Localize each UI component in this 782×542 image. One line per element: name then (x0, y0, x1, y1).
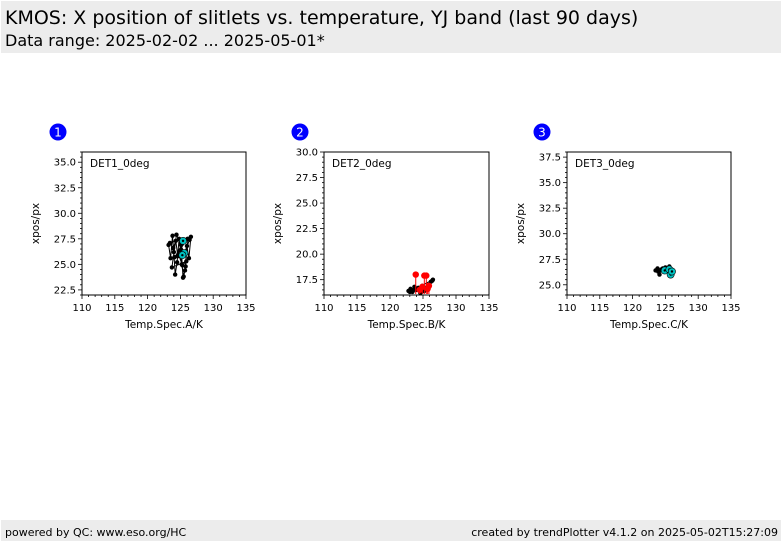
x-tick-label: 110 (72, 303, 91, 314)
data-point (182, 268, 188, 273)
data-range-subtitle: Data range: 2025-02-02 ... 2025-05-01* (5, 31, 325, 50)
x-tick-label: 115 (105, 303, 124, 314)
chart-panel-2: 2 110 115 120 125 130 135 17.5 20.0 22.5 25.0 27.5 3… (272, 123, 499, 331)
data-point (174, 232, 179, 237)
y-axis-label: xpos/px (515, 203, 527, 244)
data-point (167, 240, 173, 246)
y-tick-label: 22.5 (296, 224, 318, 235)
panel-badge-number: 3 (538, 126, 546, 140)
data-point (170, 245, 176, 251)
x-tick-label: 125 (656, 303, 675, 314)
data-point (186, 256, 192, 261)
x-axis-label: Temp.Spec.B/K (367, 319, 447, 331)
y-tick-label: 20.0 (296, 250, 318, 261)
data-point-center (181, 239, 185, 243)
y-tick-label: 30.0 (54, 209, 76, 220)
panel-badge (533, 123, 551, 141)
x-tick-label: 120 (138, 303, 157, 314)
data-point (172, 272, 178, 277)
x-tick-label: 110 (557, 303, 576, 314)
data-point (173, 238, 179, 244)
y-tick-label: 25.0 (296, 199, 318, 210)
data-point-center (663, 269, 666, 272)
panel-badge (49, 123, 67, 141)
data-point (170, 233, 175, 238)
data-point (423, 272, 430, 279)
data-point (174, 260, 180, 265)
x-axis-label: Temp.Spec.A/K (124, 319, 204, 331)
footer-bar: powered by QC: www.eso.org/HC created by… (1, 520, 781, 541)
footer-generator: created by trendPlotter v4.1.2 on 2025-0… (471, 526, 778, 539)
data-point (407, 289, 412, 295)
y-tick-label: 25.0 (539, 280, 561, 291)
page-title: KMOS: X position of slitlets vs. tempera… (5, 7, 639, 29)
data-point (172, 255, 177, 260)
y-tick-label: 22.5 (54, 285, 76, 296)
header-bar: KMOS: X position of slitlets vs. tempera… (1, 1, 781, 53)
y-tick-label: 17.5 (296, 275, 318, 286)
data-point (184, 259, 189, 264)
x-tick-label: 125 (171, 303, 190, 314)
data-point (411, 287, 416, 293)
series-recent (660, 265, 676, 279)
detector-label: DET2_0deg (332, 158, 392, 170)
x-tick-label: 130 (204, 303, 223, 314)
footer-credit: powered by QC: www.eso.org/HC (5, 526, 187, 539)
data-point (180, 263, 185, 268)
data-point-center (181, 253, 184, 257)
data-point (655, 269, 661, 274)
y-tick-label: 35.0 (539, 178, 561, 189)
x-tick-label: 115 (347, 303, 366, 314)
data-point (187, 237, 192, 243)
x-tick-label: 130 (689, 303, 708, 314)
y-axis-label: xpos/px (30, 203, 42, 244)
data-point (168, 256, 173, 261)
data-point (412, 271, 419, 278)
y-tick-label: 30.0 (539, 229, 561, 240)
y-tick-label: 25.0 (54, 260, 76, 271)
data-point (169, 265, 175, 270)
x-tick-label: 115 (590, 303, 609, 314)
x-tick-label: 125 (413, 303, 432, 314)
detector-label: DET1_0deg (90, 158, 150, 170)
data-point (430, 278, 435, 283)
x-tick-label: 120 (623, 303, 642, 314)
data-point (184, 243, 190, 249)
plot-frame (323, 151, 490, 296)
y-tick-label: 27.5 (296, 173, 318, 184)
plot-frame (566, 151, 732, 296)
y-tick-label: 30.0 (296, 148, 318, 159)
y-tick-label: 27.5 (539, 255, 561, 266)
x-tick-label: 135 (721, 303, 740, 314)
data-point-center (670, 270, 674, 273)
data-point (425, 282, 433, 290)
x-tick-label: 130 (446, 303, 465, 314)
x-axis-label: Temp.Spec.C/K (609, 319, 689, 331)
y-axis-label: xpos/px (272, 203, 284, 244)
x-tick-label: 110 (314, 303, 333, 314)
chart-panel-3: 3 110 115 120 125 130 135 25.0 27.5 30.0 32.5 35.0 3… (515, 123, 741, 331)
panel-badge (291, 123, 309, 141)
x-tick-label: 135 (479, 303, 498, 314)
chart-panel-1: 1 110 115 120 125 130 135 22.5 25.0 27.5 30.0 32.5 3… (30, 123, 256, 331)
x-tick-label: 135 (236, 303, 255, 314)
y-tick-label: 27.5 (54, 234, 76, 245)
detector-label: DET3_0deg (575, 158, 635, 170)
y-tick-label: 32.5 (539, 204, 561, 215)
x-tick-label: 120 (380, 303, 399, 314)
y-tick-label: 32.5 (54, 183, 76, 194)
series-recent (178, 236, 189, 260)
plot-frame (81, 151, 247, 296)
panel-badge-number: 2 (296, 126, 304, 140)
data-point (171, 249, 177, 255)
panel-badge-number: 1 (54, 126, 62, 140)
data-point (180, 275, 186, 280)
y-tick-label: 37.5 (539, 153, 561, 164)
y-tick-label: 35.0 (54, 158, 76, 169)
series-recent (412, 271, 433, 294)
